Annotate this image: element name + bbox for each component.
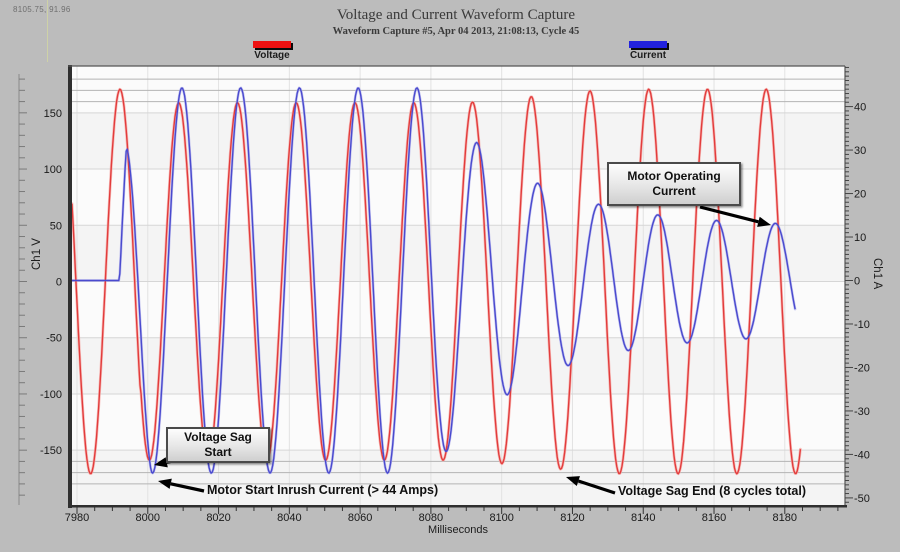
motor-start-inrush-label: Motor Start Inrush Current (> 44 Amps)	[207, 483, 439, 497]
svg-text:8020: 8020	[206, 512, 230, 524]
chart-subtitle: Waveform Capture #5, Apr 04 2013, 21:08:…	[332, 26, 580, 37]
svg-text:150: 150	[44, 108, 62, 120]
svg-text:8120: 8120	[560, 512, 584, 524]
svg-text:-20: -20	[854, 362, 870, 374]
left-edge-ruler	[18, 74, 27, 505]
svg-text:-100: -100	[40, 389, 62, 401]
svg-text:-50: -50	[854, 493, 870, 505]
svg-text:8060: 8060	[348, 512, 372, 524]
cursor-position-readout: 8105.75, 91.96	[13, 5, 71, 14]
svg-text:8140: 8140	[631, 512, 655, 524]
svg-text:30: 30	[854, 145, 866, 157]
x-axis-title: Milliseconds	[428, 524, 488, 536]
svg-text:100: 100	[44, 164, 62, 176]
voltage-sag-end-arrow	[577, 479, 616, 495]
svg-text:-150: -150	[40, 445, 62, 457]
svg-text:-10: -10	[854, 319, 870, 331]
svg-text:8180: 8180	[773, 512, 797, 524]
voltage-color-swatch-icon	[253, 41, 291, 48]
legend-current-label: Current	[629, 50, 667, 61]
x-ticks	[76, 507, 839, 514]
right-tick-labels: 40 30 20 10 0 -10 -20 -30 -40 -50	[854, 102, 870, 505]
panel-edge-line	[47, 0, 48, 62]
left-tick-labels: 150 100 50 0 -50 -100 -150	[40, 108, 62, 457]
legend-current: Current	[608, 41, 688, 61]
right-axis-title: Ch1 A	[871, 258, 883, 290]
svg-text:8160: 8160	[702, 512, 726, 524]
motor-operating-current-callout: Motor Operating Current	[607, 162, 741, 206]
svg-text:-40: -40	[854, 449, 870, 461]
motor-operating-current-arrow	[699, 205, 759, 224]
svg-text:8100: 8100	[489, 512, 513, 524]
current-color-swatch-icon	[629, 41, 667, 48]
voltage-trace	[71, 88, 802, 475]
svg-text:50: 50	[50, 220, 62, 232]
left-axis-title: Ch1 V	[31, 238, 43, 270]
legend-voltage: Voltage	[232, 41, 312, 61]
current-trace	[72, 87, 796, 474]
svg-text:7980: 7980	[65, 512, 89, 524]
right-axis-ticks	[845, 66, 853, 503]
svg-text:10: 10	[854, 232, 866, 244]
voltage-sag-start-callout: Voltage Sag Start	[166, 427, 270, 463]
reference-lines	[72, 78, 845, 485]
legend-voltage-label: Voltage	[254, 50, 290, 61]
svg-text:-50: -50	[46, 333, 62, 345]
chart-title: Voltage and Current Waveform Capture	[336, 7, 576, 23]
motor-start-inrush-arrow	[170, 482, 205, 493]
voltage-sag-end-label: Voltage Sag End (8 cycles total)	[618, 484, 807, 498]
svg-text:8000: 8000	[136, 512, 160, 524]
svg-text:20: 20	[854, 189, 866, 201]
svg-text:8040: 8040	[277, 512, 301, 524]
svg-text:-30: -30	[854, 406, 870, 418]
svg-text:8080: 8080	[419, 512, 443, 524]
svg-text:0: 0	[854, 276, 860, 288]
svg-text:40: 40	[854, 102, 866, 114]
x-tick-labels: 7980 8000 8020 8040 8060 8080 8100 8120 8140 8160…	[65, 512, 797, 524]
svg-text:0: 0	[56, 277, 62, 289]
